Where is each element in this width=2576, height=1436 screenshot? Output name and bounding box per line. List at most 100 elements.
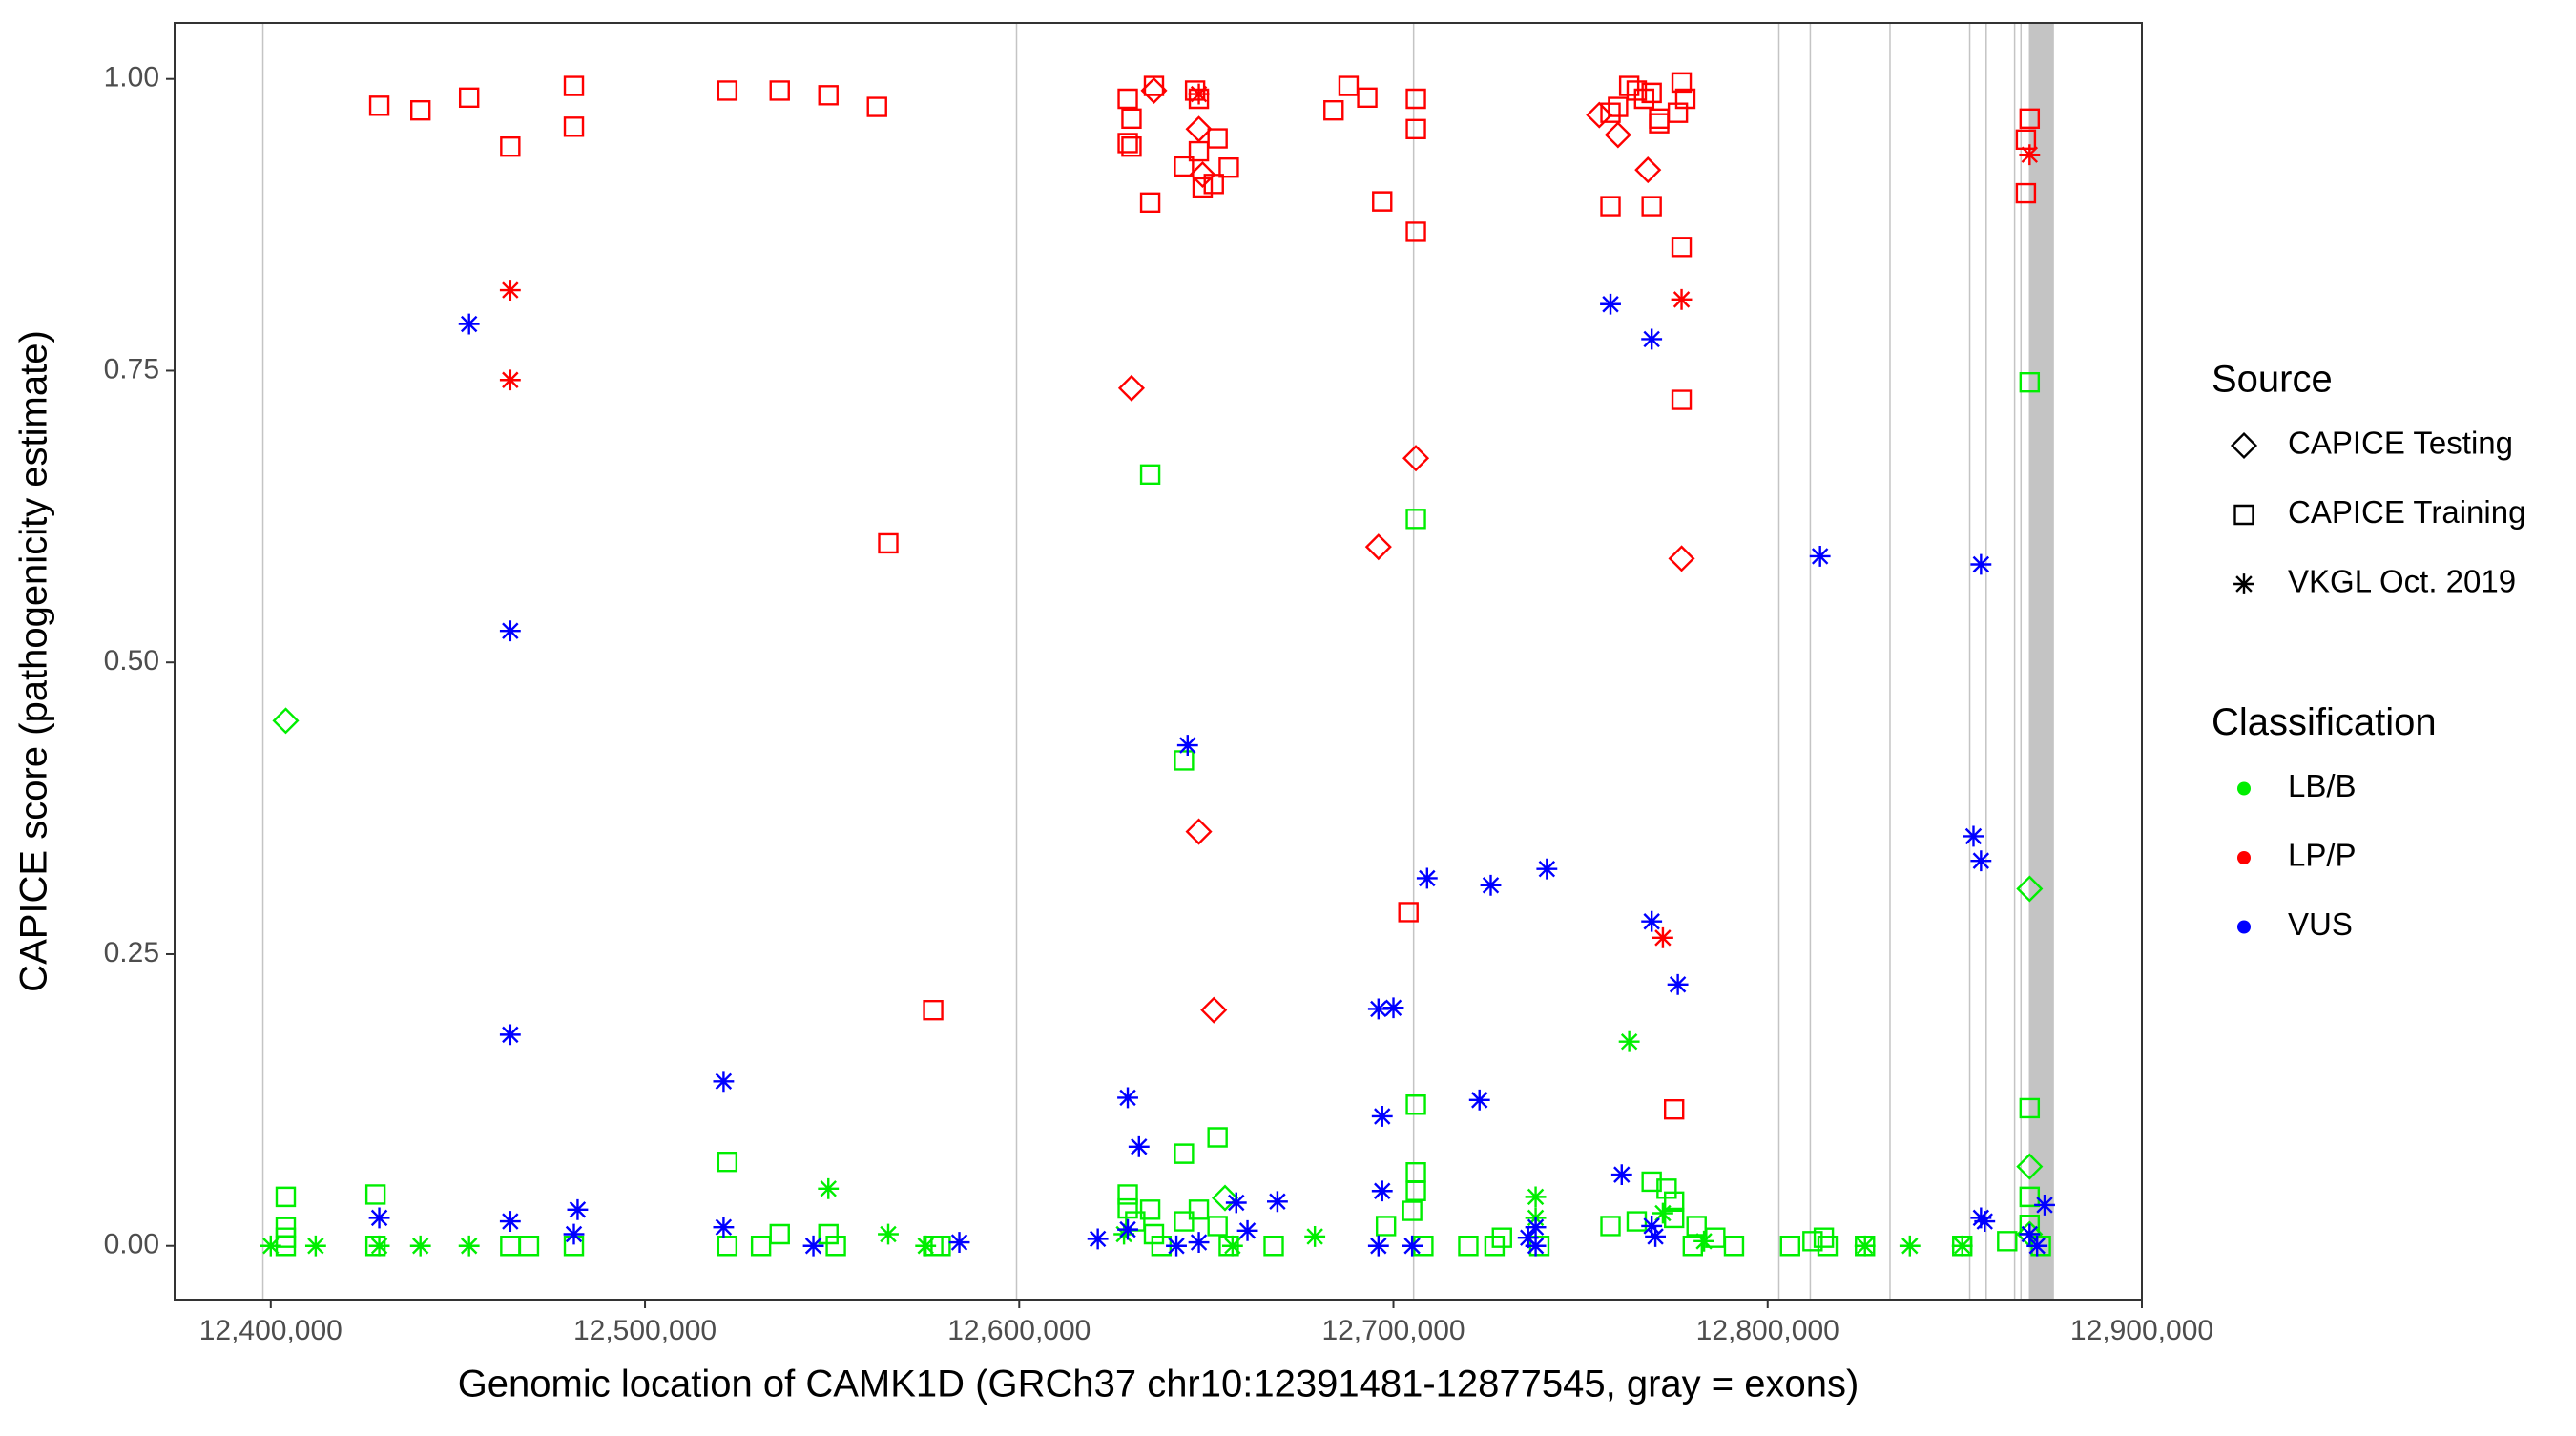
data-point [1364,533,1392,561]
data-point [1117,88,1138,110]
data-point [866,96,887,117]
data-point [769,1223,790,1245]
data-point [567,1198,589,1220]
exon-band [1985,23,1987,1300]
legend-symbol [2233,504,2254,526]
data-point [2016,875,2044,903]
data-point [923,999,944,1021]
data-point [1693,1230,1715,1252]
exon-band [261,23,264,1300]
data-point [750,1236,772,1257]
data-point [2034,1195,2055,1216]
data-point [878,532,899,554]
y-tick-label: 1.00 [104,62,159,94]
data-point [1121,108,1142,129]
exon-layer [261,23,2054,1300]
data-point [1207,1216,1228,1237]
data-point [1600,1216,1621,1237]
y-tick-label: 0.75 [104,353,159,385]
data-point [1402,1235,1423,1257]
data-point [1491,1227,1512,1248]
data-point [1372,191,1393,212]
x-axis-title: Genomic location of CAMK1D (GRCh37 chr10… [458,1363,1859,1405]
data-point [1371,1180,1393,1202]
data-point [1667,973,1689,995]
data-point [1645,1226,1667,1247]
data-point [1525,1186,1547,1208]
data-point [1723,1236,1745,1257]
data-point [409,1235,431,1257]
data-point [1641,1171,1662,1193]
data-point [1656,1178,1677,1199]
data-point [1087,1228,1109,1250]
data-point [368,1235,390,1257]
x-tick-label: 12,500,000 [573,1315,717,1346]
y-tick-label: 0.25 [104,937,159,968]
data-point [563,1223,585,1245]
data-point [2030,1236,2051,1257]
data-point [499,369,521,391]
data-point [713,1071,735,1093]
data-point [1817,1236,1839,1257]
data-point [2016,1153,2044,1180]
data-point [1633,88,1655,110]
data-point [1484,1236,1506,1257]
data-point [1188,83,1210,105]
data-point [1263,1236,1284,1257]
data-point [1371,1106,1393,1127]
data-point [717,1151,738,1173]
data-point [1963,825,1984,847]
exon-band [1015,23,1018,1300]
data-point [1641,1216,1663,1237]
data-point [304,1235,326,1257]
data-point [818,1177,840,1199]
data-point [1405,221,1426,242]
data-point [1117,374,1145,402]
data-point [717,1236,738,1257]
exon-band [1777,23,1780,1300]
exon-band [2020,23,2023,1300]
data-point [1117,1197,1138,1219]
data-point [1525,1235,1547,1257]
data-point [1525,1217,1547,1238]
data-point [1641,328,1663,350]
data-point [1649,113,1670,134]
data-point [1854,1235,1876,1257]
data-point [1200,996,1228,1024]
data-point [275,1186,297,1208]
data-point [1176,735,1198,756]
data-point [1671,237,1693,258]
data-point [1974,1211,1996,1232]
data-point [1997,1231,2018,1252]
data-point [1855,1236,1876,1257]
data-point [275,1236,297,1257]
data-point [1382,997,1404,1019]
data-point [1367,1235,1389,1257]
x-tick-label: 12,800,000 [1696,1315,1839,1346]
exon-band [2013,23,2016,1300]
data-point [1402,445,1430,472]
data-point [1641,910,1663,932]
data-point [1970,553,1992,575]
x-tick-label: 12,400,000 [199,1315,343,1346]
data-point [1671,389,1693,410]
data-point [1674,88,1696,110]
data-point [1626,80,1648,101]
data-point [1779,1236,1800,1257]
data-point [2019,1097,2041,1119]
data-point [1970,850,1992,872]
legend-symbol [2237,851,2251,864]
data-point [499,620,521,642]
data-point [1600,102,1621,123]
data-point [1221,1235,1243,1257]
data-point [1174,1143,1195,1164]
panel-border [174,22,2143,1301]
legend-label: VKGL Oct. 2019 [2288,564,2516,599]
data-point [1128,1135,1150,1157]
data-point [368,95,390,116]
data-point [1468,1089,1490,1111]
data-point [1634,156,1662,184]
data-point [1367,998,1389,1020]
